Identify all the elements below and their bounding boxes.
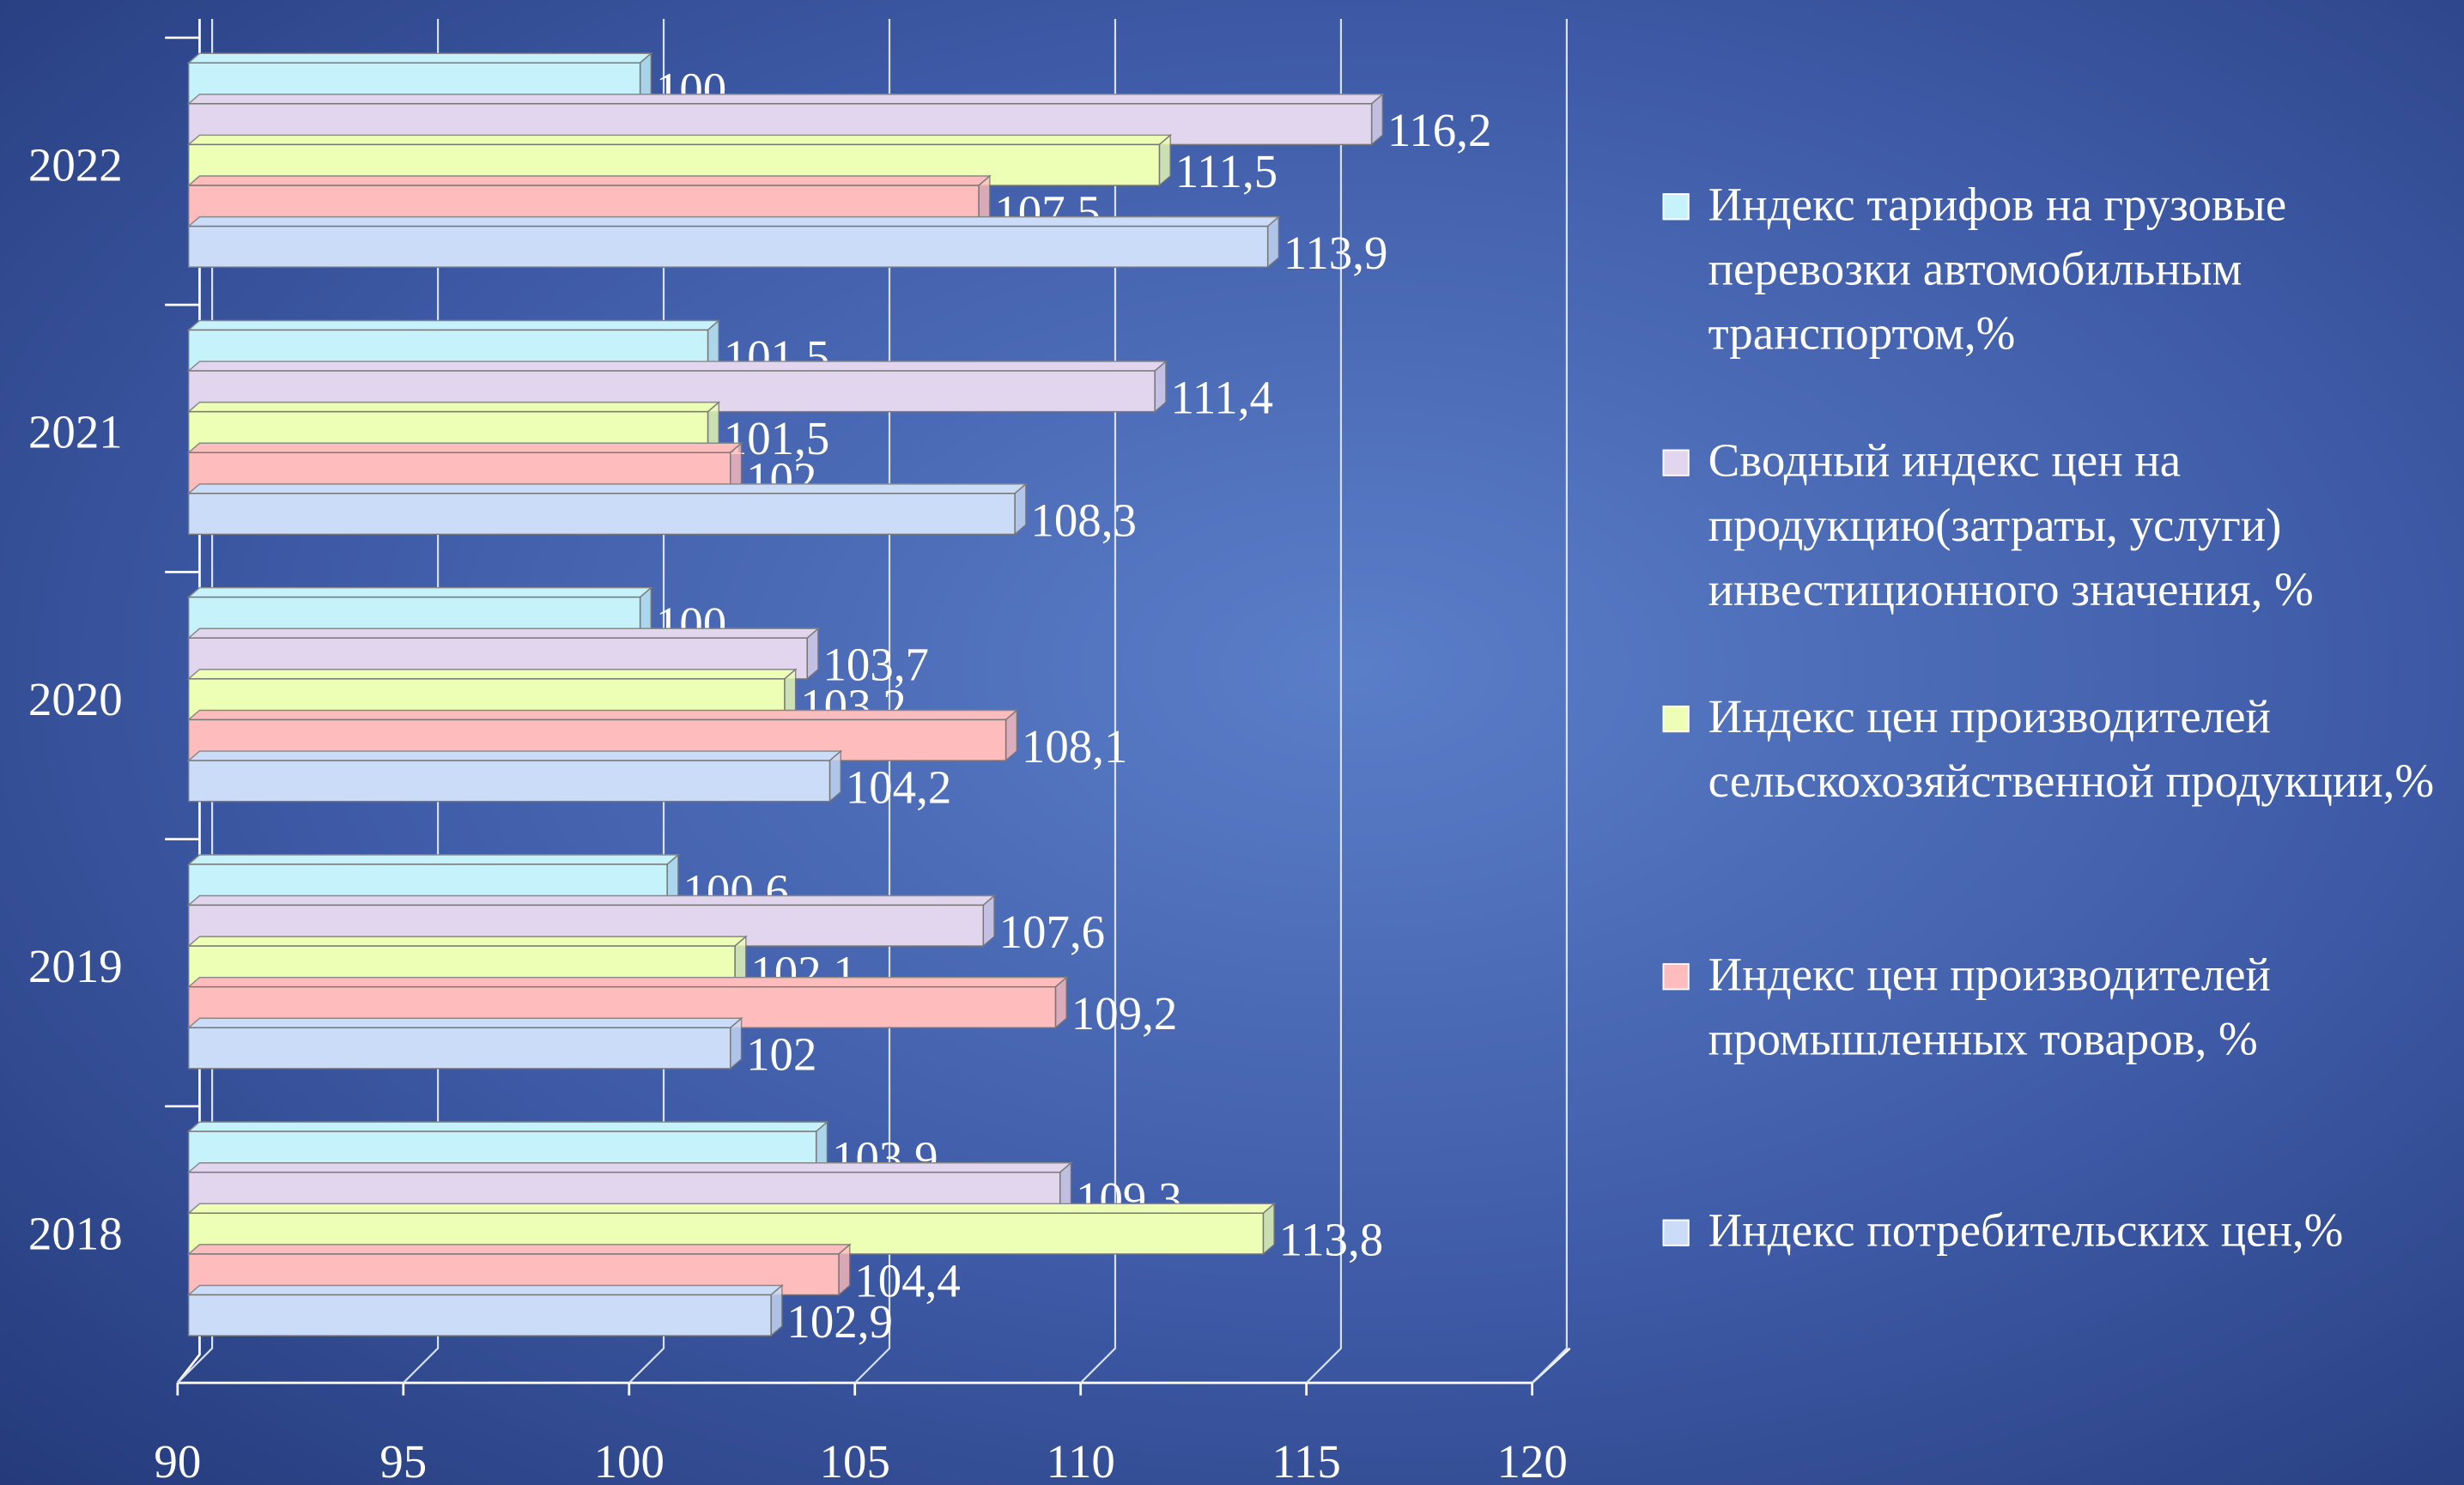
bar-top (186, 134, 1173, 146)
x-tick-label: 105 (820, 1435, 890, 1485)
axis-floor (177, 1347, 1571, 1385)
legend-swatch (1662, 963, 1690, 991)
grid-line (1305, 18, 1343, 1384)
bar-top (186, 586, 653, 598)
value-label: 108,1 (1022, 720, 1128, 773)
bar-top (186, 361, 1168, 372)
legend-label: Сводный индекс цен на продукцию(затраты,… (1708, 435, 2314, 616)
x-tick-label: 110 (1047, 1435, 1115, 1485)
legend-entry: Индекс потребительских цен,% (1662, 1199, 2449, 1264)
bar-side (1154, 360, 1167, 414)
bar-top (186, 94, 1385, 105)
value-label: 102 (746, 1028, 816, 1081)
bar-side (770, 1283, 783, 1337)
bar-top (186, 627, 820, 639)
legend-swatch (1662, 193, 1690, 221)
bar (187, 760, 831, 803)
legend-label: Индекс потребительских цен,% (1708, 1205, 2344, 1258)
bar-side (1004, 708, 1018, 762)
bar-top (186, 709, 1019, 721)
legend-entry: Индекс цен производителей промышленных т… (1662, 943, 2449, 1071)
bar-side (806, 627, 819, 681)
value-label: 111,4 (1170, 371, 1272, 423)
bar-top (186, 1244, 852, 1255)
legend-swatch (1662, 705, 1690, 733)
bar-top (186, 1017, 743, 1029)
value-label: 108,3 (1030, 494, 1137, 546)
bar (187, 493, 1016, 536)
bar-top (186, 1203, 1277, 1215)
grid-line (853, 18, 891, 1384)
value-label: 113,8 (1279, 1214, 1384, 1266)
x-tick-label: 90 (154, 1435, 201, 1485)
legend-label: Индекс цен производителей промышленных т… (1708, 949, 2271, 1066)
bar-top (186, 669, 798, 680)
bar-side (982, 894, 995, 948)
bar-side (828, 749, 842, 803)
bar-side (1370, 93, 1384, 147)
value-label: 104,2 (846, 761, 952, 813)
grid-line (1079, 18, 1117, 1384)
bar-top (186, 976, 1069, 988)
bar-side (1158, 133, 1171, 187)
bar-side (838, 1243, 851, 1297)
x-tick-label: 115 (1272, 1435, 1341, 1485)
bar-top (186, 52, 653, 64)
value-label: 103,7 (822, 639, 929, 691)
bar-side (1014, 482, 1027, 536)
legend-entry: Сводный индекс цен на продукцию(затраты,… (1662, 429, 2449, 622)
y-tick-label: 2020 (28, 673, 123, 725)
bar-side (730, 1016, 743, 1070)
legend-swatch (1662, 1219, 1690, 1246)
x-tick-label: 95 (379, 1435, 427, 1485)
bar-top (186, 175, 992, 186)
value-label: 116,2 (1387, 104, 1492, 156)
grid-line (1531, 18, 1569, 1384)
legend-entry: Индекс цен производителей сельскохозяйст… (1662, 685, 2449, 814)
y-tick-label: 2022 (28, 139, 123, 191)
value-label: 102,9 (786, 1295, 893, 1348)
bar-side (1262, 1202, 1275, 1256)
bar-top (186, 750, 843, 761)
bar-top (186, 854, 680, 865)
bar (187, 1027, 731, 1070)
bar-top (186, 1284, 784, 1296)
value-label: 111,5 (1175, 145, 1278, 197)
bar-top (186, 936, 748, 947)
y-tick-label: 2019 (28, 940, 123, 992)
value-label: 107,6 (999, 906, 1106, 958)
bar-top (186, 319, 721, 331)
legend-swatch (1662, 449, 1690, 476)
bar-top (186, 401, 721, 413)
x-tick-label: 120 (1496, 1435, 1567, 1485)
bar-top (186, 442, 743, 453)
bar-side (1266, 215, 1280, 269)
bar-top (186, 483, 1028, 494)
bar-top (186, 215, 1281, 227)
bar (187, 225, 1269, 268)
bar-side (1054, 976, 1067, 1029)
bar-top (186, 1121, 829, 1132)
y-tick-label: 2018 (28, 1207, 123, 1259)
bar-top (186, 894, 997, 906)
value-label: 113,9 (1284, 227, 1388, 279)
legend-label: Индекс цен производителей сельскохозяйст… (1708, 691, 2435, 808)
legend-entry: Индекс тарифов на грузовые перевозки авт… (1662, 173, 2449, 366)
legend-label: Индекс тарифов на грузовые перевозки авт… (1708, 179, 2287, 361)
value-label: 109,2 (1071, 987, 1178, 1040)
x-tick-label: 100 (594, 1435, 665, 1485)
bar-top (186, 1161, 1073, 1173)
y-tick-label: 2021 (28, 406, 123, 458)
value-label: 104,4 (854, 1254, 961, 1306)
bar (187, 1294, 772, 1336)
